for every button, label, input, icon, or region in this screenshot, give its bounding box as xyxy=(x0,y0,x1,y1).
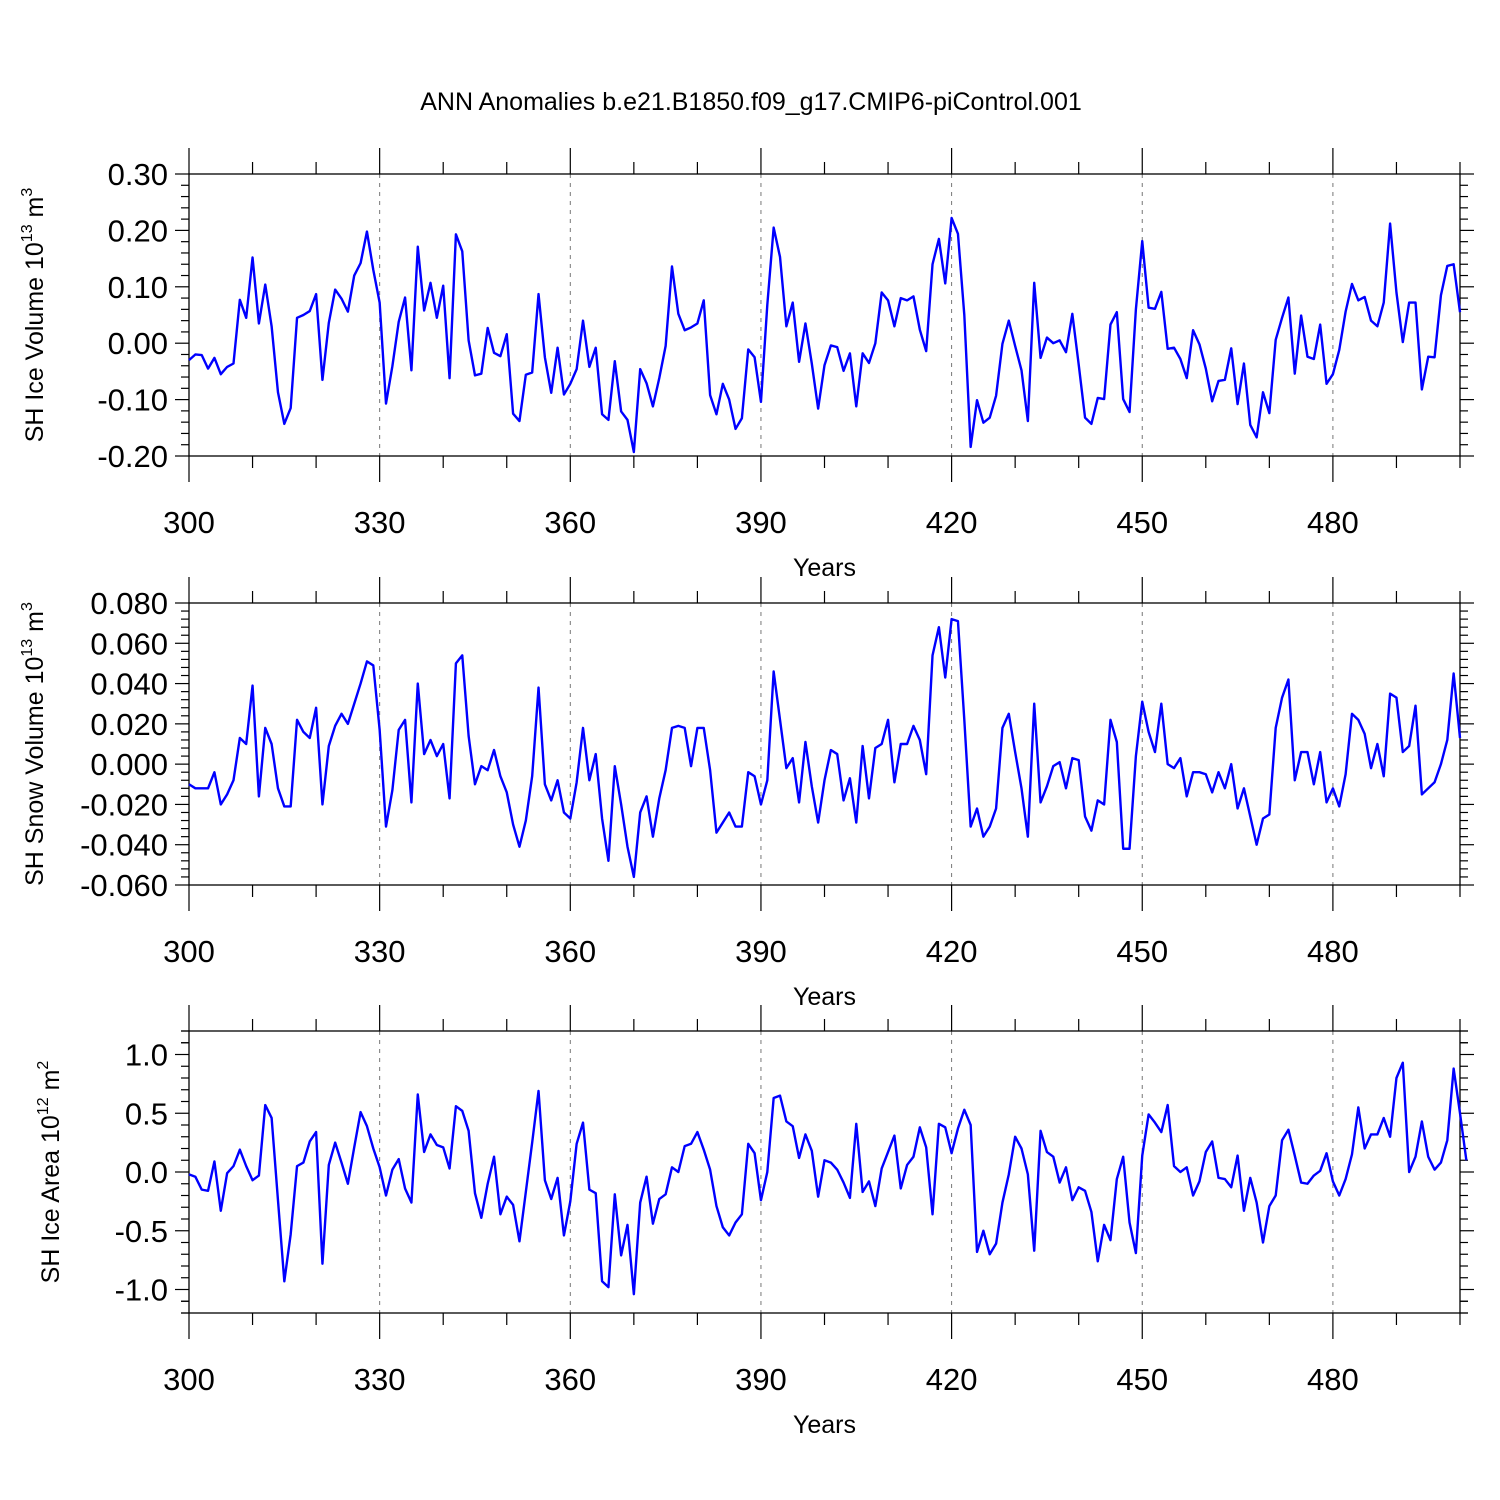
x-tick-label: 330 xyxy=(354,505,406,540)
chart-title: ANN Anomalies b.e21.B1850.f09_g17.CMIP6-… xyxy=(420,88,1082,116)
y-tick-label: -0.060 xyxy=(80,868,168,903)
y-tick-label: -0.5 xyxy=(115,1214,168,1249)
x-tick-label: 420 xyxy=(926,1362,978,1397)
y-axis-label-exponent: 13 xyxy=(19,224,36,242)
y-axis-label-unit-exponent: 2 xyxy=(35,1061,52,1070)
series-line-ice-volume xyxy=(188,216,1462,454)
y-axis-label: SH Ice Area 1012 m2 xyxy=(35,1061,65,1284)
x-axis-label: Years xyxy=(793,554,856,582)
y-axis-label: SH Ice Volume 1013 m3 xyxy=(19,188,49,443)
y-tick-label: 0.040 xyxy=(90,667,168,702)
y-tick-label: 0.00 xyxy=(108,326,168,361)
x-tick-label: 390 xyxy=(735,505,787,540)
y-axis-label-unit: m xyxy=(21,197,49,225)
x-tick-label: 480 xyxy=(1307,1362,1359,1397)
y-tick-label: -0.20 xyxy=(97,439,168,474)
x-tick-label: 450 xyxy=(1116,505,1168,540)
x-tick-label: 300 xyxy=(163,934,215,969)
y-tick-label: 0.10 xyxy=(108,270,168,305)
y-tick-label: -0.020 xyxy=(80,787,168,822)
x-tick-label: 360 xyxy=(544,934,596,969)
panel-snow-volume: 300 330 360 390 420 450 480 Years -0.060 -0.040 -0… xyxy=(19,577,1474,1011)
series-line-snow-volume xyxy=(188,617,1462,879)
y-axis-label-unit-exponent: 3 xyxy=(19,602,36,611)
y-axis-label-exponent: 12 xyxy=(35,1097,52,1115)
x-tick-label: 420 xyxy=(926,934,978,969)
y-tick-label: -0.10 xyxy=(97,383,168,418)
x-tick-label: 360 xyxy=(544,505,596,540)
y-tick-label: 0.5 xyxy=(125,1096,168,1131)
y-axis-label-exponent: 13 xyxy=(19,639,36,657)
y-tick-label: 0.20 xyxy=(108,213,168,248)
y-tick-label: -0.040 xyxy=(80,828,168,863)
y-tick-label: -1.0 xyxy=(115,1273,168,1308)
x-tick-label: 480 xyxy=(1307,505,1359,540)
y-axis-label-unit-exponent: 3 xyxy=(19,188,36,197)
x-tick-label: 360 xyxy=(544,1362,596,1397)
y-axis-label-main: SH Ice Volume 10 xyxy=(21,242,49,442)
y-tick-label: 0.000 xyxy=(90,747,168,782)
y-axis-label-unit: m xyxy=(37,1070,65,1098)
x-tick-label: 300 xyxy=(163,505,215,540)
x-axis-label: Years xyxy=(793,983,856,1011)
series-line-ice-area xyxy=(188,1061,1468,1296)
x-tick-label: 330 xyxy=(354,934,406,969)
x-tick-label: 420 xyxy=(926,505,978,540)
y-tick-label: 0.30 xyxy=(108,157,168,192)
x-tick-label: 450 xyxy=(1116,1362,1168,1397)
x-tick-label: 390 xyxy=(735,934,787,969)
x-axis-label: Years xyxy=(793,1411,856,1439)
y-tick-label: 0.060 xyxy=(90,626,168,661)
x-tick-label: 480 xyxy=(1307,934,1359,969)
x-tick-label: 450 xyxy=(1116,934,1168,969)
panel-ice-volume: 300 330 360 390 420 450 480 Years -0.20 -0.10 0.00… xyxy=(19,148,1474,582)
x-tick-label: 390 xyxy=(735,1362,787,1397)
x-tick-label: 330 xyxy=(354,1362,406,1397)
x-tick-label: 300 xyxy=(163,1362,215,1397)
y-axis-label-unit: m xyxy=(21,611,49,639)
y-axis-label: SH Snow Volume 1013 m3 xyxy=(19,602,49,886)
y-tick-label: 0.020 xyxy=(90,707,168,742)
y-tick-label: 0.0 xyxy=(125,1155,168,1190)
y-axis-label-main: SH Ice Area 10 xyxy=(37,1115,65,1283)
y-tick-label: 0.080 xyxy=(90,586,168,621)
y-axis-label-main: SH Snow Volume 10 xyxy=(21,657,49,886)
panel-ice-area: 300 330 360 390 420 450 480 Years -1.0 -0.5 0.0 0.5… xyxy=(35,1005,1474,1439)
y-tick-label: 1.0 xyxy=(125,1038,168,1073)
